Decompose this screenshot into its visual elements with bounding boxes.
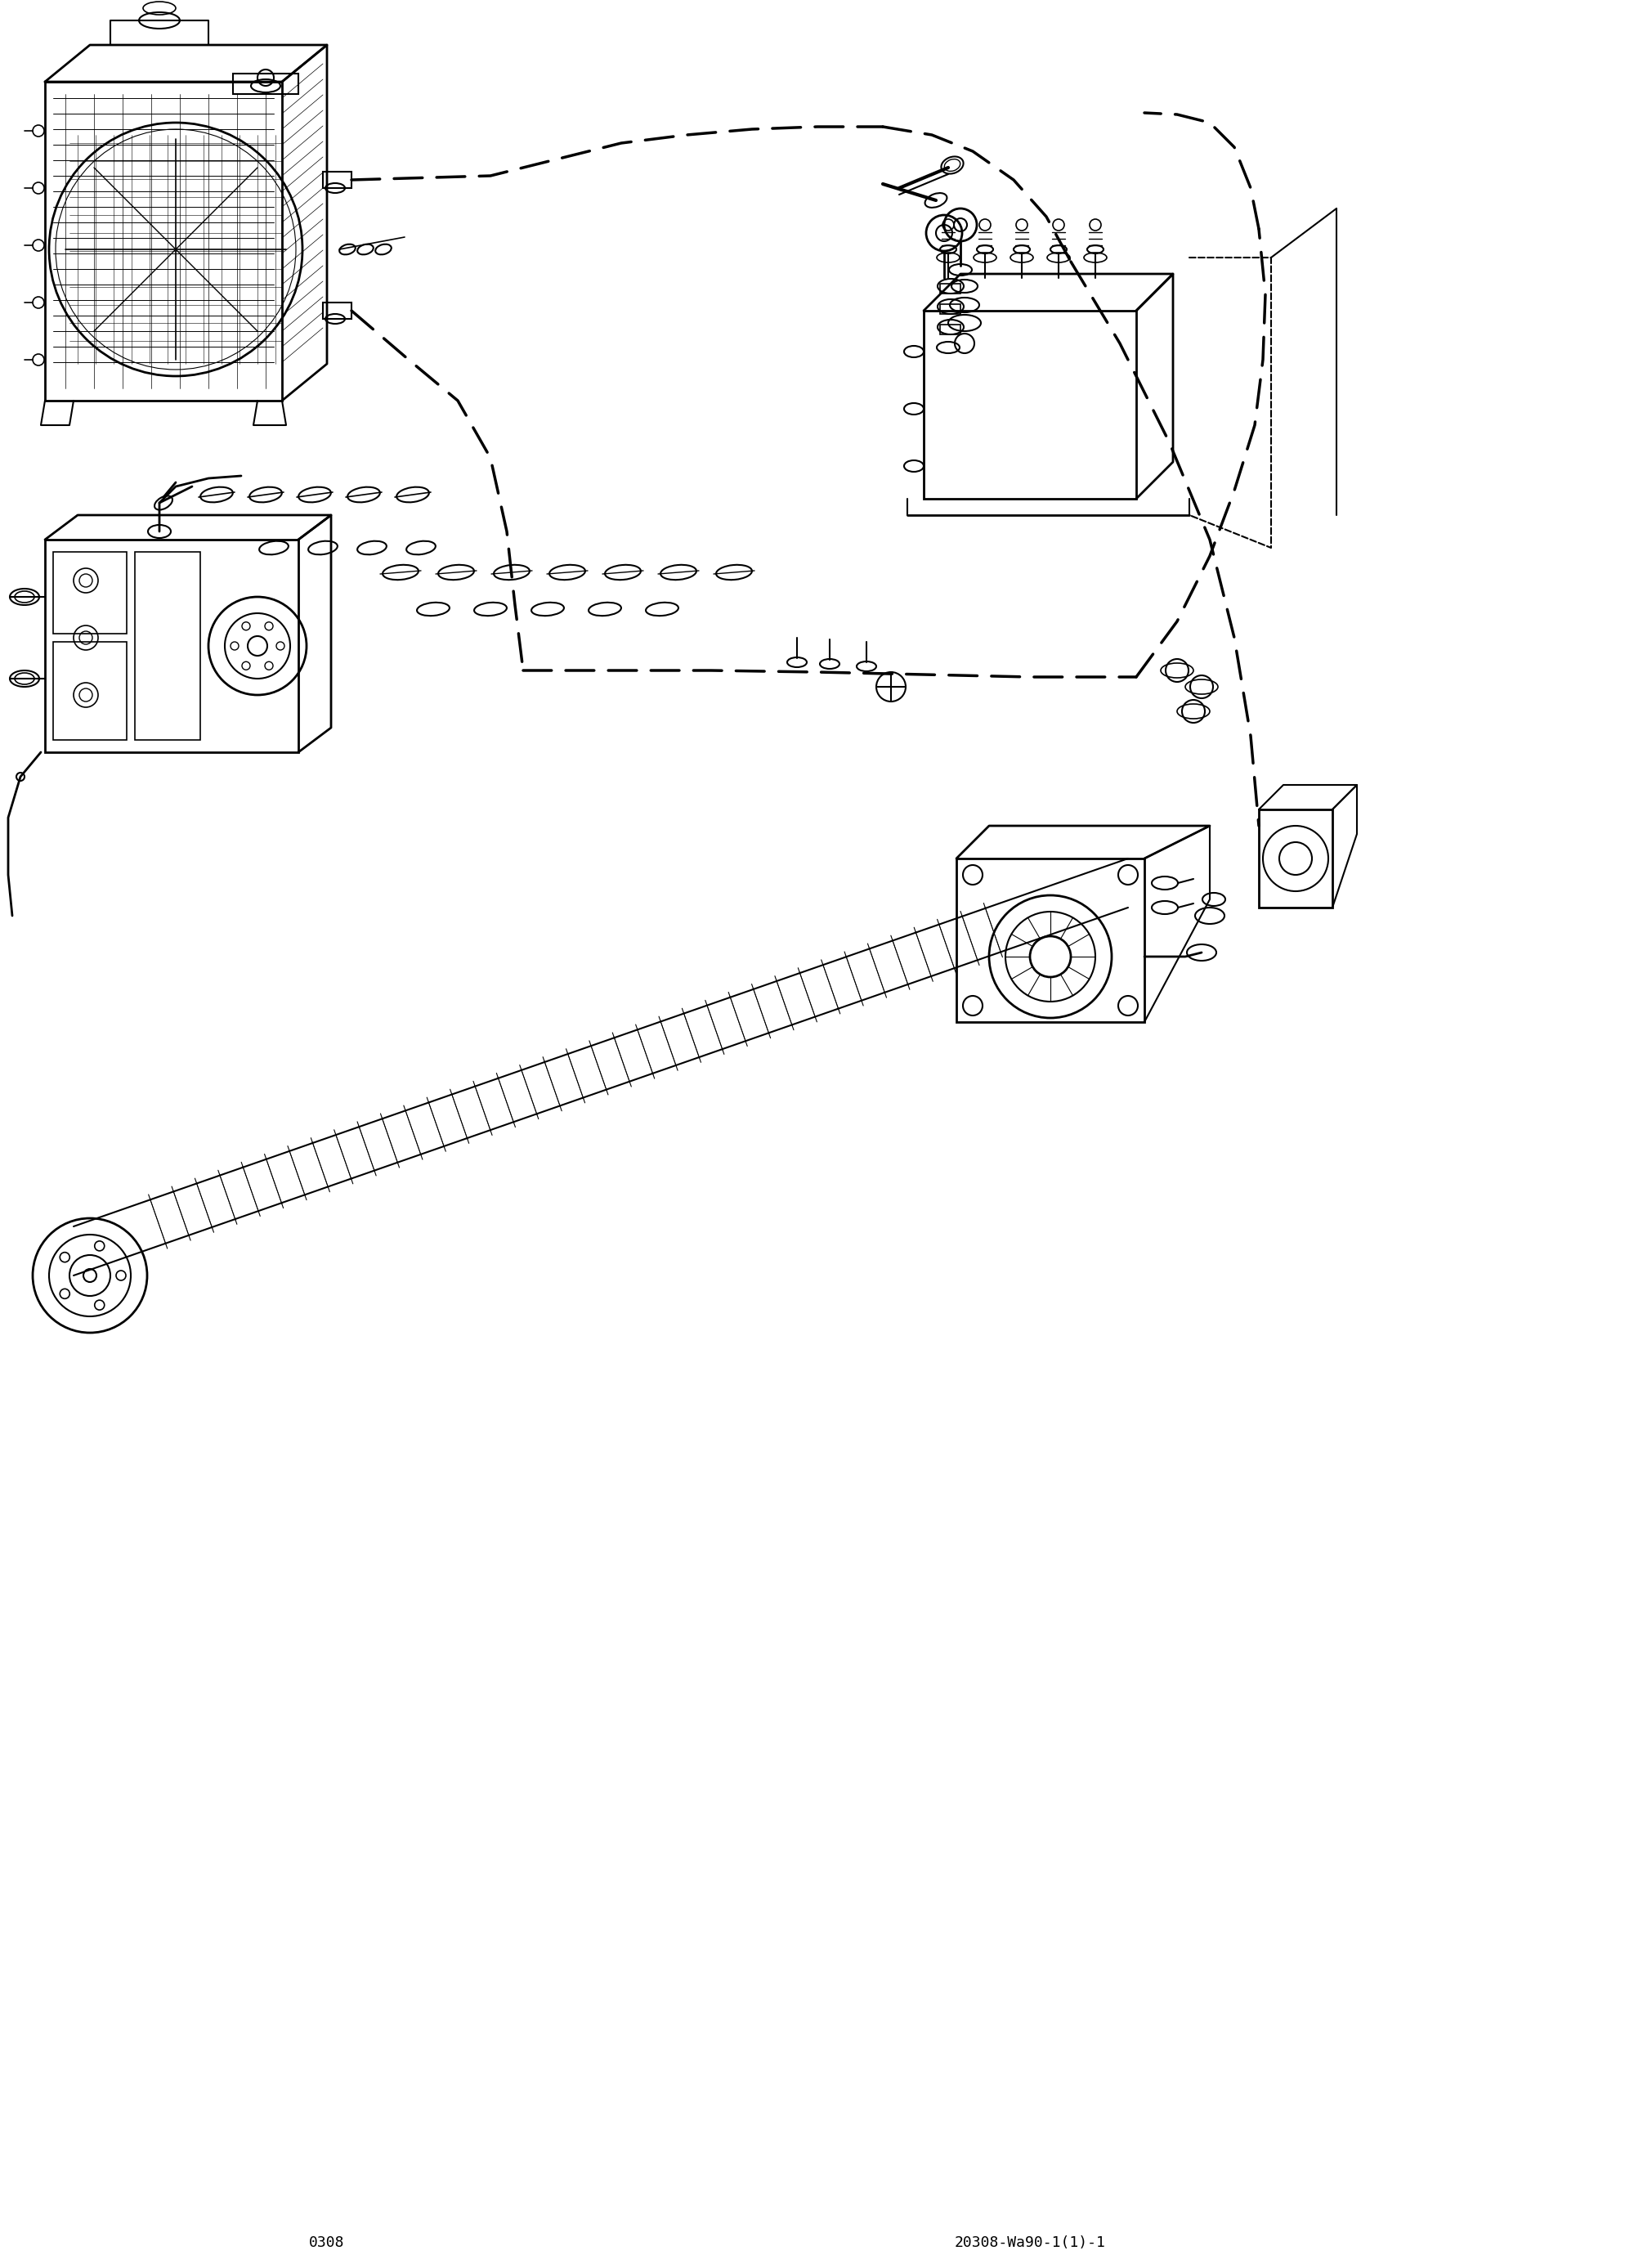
Text: 0308: 0308 (309, 2235, 345, 2250)
Bar (135, 552, 200, 740)
Text: 20308-Wa90-1(1)-1: 20308-Wa90-1(1)-1 (955, 2235, 1105, 2250)
Bar (940, 283, 960, 294)
Bar (53, 552, 127, 634)
Bar (45, 82, 282, 401)
Bar (1259, 811, 1333, 908)
Bar (322, 303, 352, 319)
Bar (45, 539, 299, 752)
Bar (923, 310, 1137, 498)
Bar (233, 75, 299, 95)
Bar (53, 641, 127, 740)
Bar (940, 324, 960, 335)
Bar (940, 303, 960, 315)
Bar (322, 172, 352, 188)
Bar (957, 858, 1145, 1021)
